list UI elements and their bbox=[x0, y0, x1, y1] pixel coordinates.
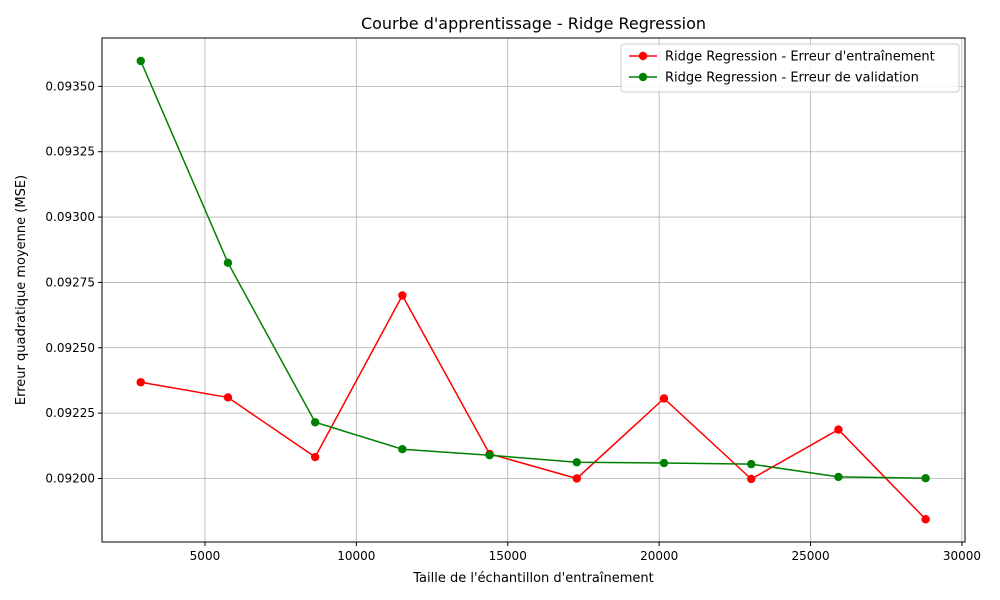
y-tick-label: 0.09225 bbox=[45, 406, 95, 420]
data-point bbox=[136, 56, 145, 66]
chart-title: Courbe d'apprentissage - Ridge Regressio… bbox=[361, 14, 706, 33]
data-point bbox=[223, 258, 233, 268]
data-point bbox=[398, 444, 407, 454]
data-point bbox=[747, 474, 756, 484]
legend-label: Ridge Regression - Erreur de validation bbox=[665, 71, 919, 86]
series-line bbox=[140, 60, 926, 479]
legend-marker bbox=[638, 72, 648, 82]
plot-area bbox=[101, 37, 966, 543]
y-tick-label: 0.09300 bbox=[45, 210, 95, 224]
data-point bbox=[398, 291, 407, 300]
y-tick-label: 0.09275 bbox=[45, 275, 95, 289]
data-point bbox=[223, 393, 233, 402]
data-point bbox=[834, 425, 843, 434]
y-tick-label: 0.09250 bbox=[45, 341, 95, 355]
legend-item: Ridge Regression - Erreur d'entraînement bbox=[629, 50, 935, 65]
legend-label: Ridge Regression - Erreur d'entraînement bbox=[665, 50, 935, 65]
y-tick-label: 0.09325 bbox=[45, 145, 95, 159]
x-tick-label: 30000 bbox=[943, 549, 981, 563]
legend: Ridge Regression - Erreur d'entraînement… bbox=[620, 43, 960, 93]
x-axis-label: Taille de l'échantillon d'entraînement bbox=[412, 571, 653, 586]
data-point bbox=[834, 472, 843, 482]
data-point bbox=[659, 458, 669, 468]
axis-ticks: 5000 10000 15000 20000 25000 30000 0.09200 0.09… bbox=[45, 79, 981, 563]
data-point bbox=[310, 452, 320, 462]
data-point bbox=[485, 451, 494, 460]
x-tick-label: 25000 bbox=[791, 549, 829, 563]
series-1 bbox=[136, 291, 930, 524]
data-point bbox=[310, 418, 320, 427]
y-axis-label: Erreur quadratique moyenne (MSE) bbox=[14, 175, 29, 405]
series-2 bbox=[136, 56, 930, 483]
data-point bbox=[572, 458, 582, 467]
data-point bbox=[659, 394, 669, 403]
data-point bbox=[747, 459, 756, 469]
x-tick-label: 20000 bbox=[640, 549, 678, 563]
data-point bbox=[572, 474, 582, 483]
series-line bbox=[140, 293, 927, 520]
data-point bbox=[921, 474, 930, 483]
y-tick-label: 0.09200 bbox=[45, 471, 95, 485]
y-tick-label: 0.09350 bbox=[45, 79, 95, 93]
legend-marker bbox=[638, 51, 648, 61]
legend-item: Ridge Regression - Erreur de validation bbox=[629, 71, 919, 86]
series-layer bbox=[136, 56, 930, 524]
legend-box bbox=[620, 43, 960, 93]
x-tick-label: 5000 bbox=[190, 549, 221, 563]
x-tick-label: 15000 bbox=[489, 549, 527, 563]
data-point bbox=[921, 515, 930, 524]
x-tick-label: 10000 bbox=[337, 549, 375, 563]
data-point bbox=[136, 378, 145, 387]
